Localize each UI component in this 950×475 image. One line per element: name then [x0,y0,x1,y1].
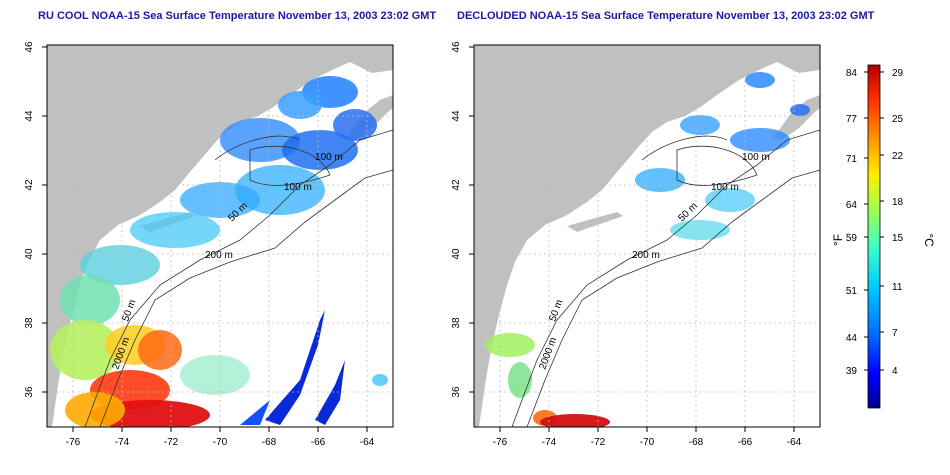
right-y-tick: 46 [451,41,462,53]
left-graticule [47,45,393,427]
colorbar-c-tick: 15 [892,233,904,244]
colorbar-f-tick: 77 [846,114,858,125]
right-contour-label: 100 m [742,152,770,163]
right-x-axis: -76 -74 -72 -70 -68 -66 -64 [493,427,802,448]
left-x-tick: -66 [311,437,326,448]
right-contour-label: 100 m [711,182,739,193]
temperature-colorbar: 84 77 71 64 59 51 44 39 29 25 22 18 15 1… [831,64,936,409]
right-y-tick: 38 [451,317,462,329]
colorbar-f-tick: 39 [846,366,858,377]
left-x-tick: -72 [164,437,179,448]
right-map-panel: 100 m 100 m 50 m 200 m 50 m 2000 m -76 -… [451,41,821,448]
left-y-tick: 38 [24,317,35,329]
right-x-tick: -74 [542,437,557,448]
colorbar-f-tick: 84 [846,68,858,79]
left-y-axis: 46 44 42 40 38 36 [24,41,47,398]
colorbar-c-tick: 4 [892,366,898,377]
right-x-tick: -70 [640,437,655,448]
left-contour-label: 100 m [284,182,312,193]
right-y-axis: 46 44 42 40 38 36 [451,41,474,398]
right-x-tick: -76 [493,437,508,448]
left-x-tick: -64 [360,437,375,448]
left-contour-label: 200 m [205,250,233,261]
colorbar-c-tick: 18 [892,197,904,208]
colorbar-f-tick: 64 [846,200,858,211]
left-map-panel: 100 m 100 m 50 m 200 m 50 m 2000 m -76 -… [24,41,394,448]
colorbar-f-tick: 59 [846,233,858,244]
left-x-axis: -76 -74 -72 -70 -68 -66 -64 [66,427,375,448]
right-x-tick: -66 [738,437,753,448]
left-landmass [47,45,393,427]
left-x-tick: -76 [66,437,81,448]
colorbar-c-tick: 25 [892,114,904,125]
colorbar-c-tick: 22 [892,151,904,162]
colorbar-c-tick: 11 [892,282,903,293]
right-y-tick: 42 [451,179,462,191]
colorbar-f-tick: 44 [846,333,858,344]
right-panel-title: DECLOUDED NOAA-15 Sea Surface Temperatur… [457,10,875,22]
colorbar-f-tick: 71 [846,154,858,165]
left-contour-label: 100 m [315,152,343,163]
right-bathymetry-contours [511,129,820,427]
left-y-tick: 36 [24,386,35,398]
left-sst-patches [50,76,388,427]
colorbar-c-tick: 7 [892,328,898,339]
right-x-tick: -68 [689,437,704,448]
right-landmass [474,45,820,427]
right-y-tick: 36 [451,386,462,398]
left-x-tick: -68 [262,437,277,448]
colorbar-celsius-label: °C [922,233,936,247]
colorbar-fahrenheit-label: °F [831,234,845,246]
left-y-tick: 42 [24,179,35,191]
left-x-tick: -74 [115,437,130,448]
left-y-tick: 46 [24,41,35,53]
right-graticule [474,45,820,427]
right-x-tick: -72 [591,437,606,448]
left-y-tick: 44 [24,110,35,122]
right-contour-label: 200 m [632,250,660,261]
right-long-island [567,212,623,232]
left-bathymetry-contours [84,129,393,427]
left-x-tick: -70 [213,437,228,448]
right-x-tick: -64 [787,437,802,448]
right-y-tick: 40 [451,248,462,260]
colorbar-c-tick: 29 [892,68,904,79]
left-y-tick: 40 [24,248,35,260]
left-panel-title: RU COOL NOAA-15 Sea Surface Temperature … [38,10,437,22]
colorbar-gradient [867,64,881,409]
right-y-tick: 44 [451,110,462,122]
right-nova-scotia [772,95,820,140]
colorbar-f-tick: 51 [846,286,858,297]
